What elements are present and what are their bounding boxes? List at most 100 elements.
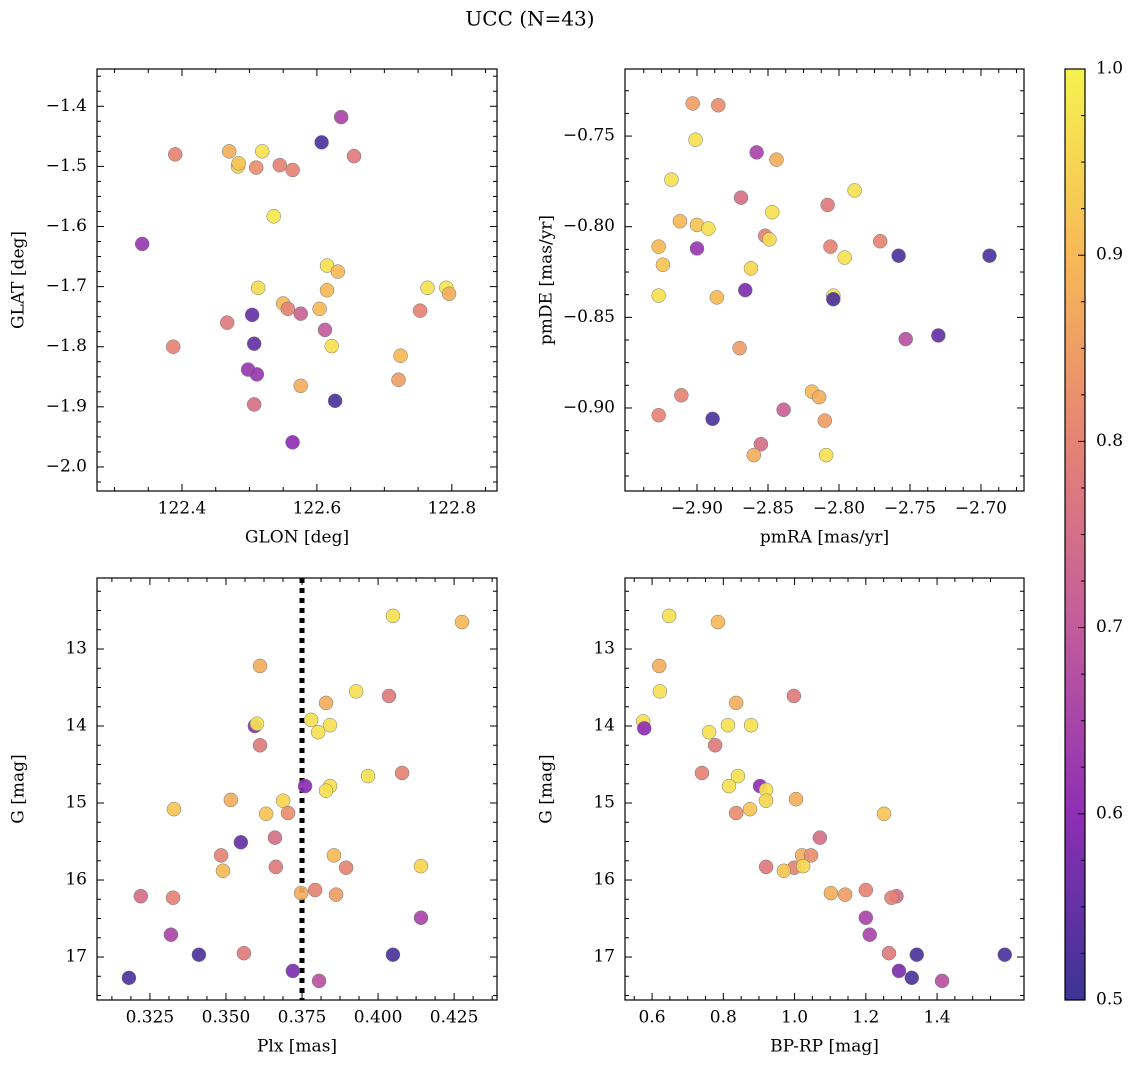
x-tick-label: 122.8 xyxy=(427,499,476,519)
star-point xyxy=(249,716,265,731)
x-axis-label: BP-RP [mag] xyxy=(770,1037,879,1057)
star-point xyxy=(272,157,288,173)
y-axis-label: pmDE [mas/yr] xyxy=(537,215,557,345)
star-point xyxy=(252,738,268,753)
star-point xyxy=(293,378,308,394)
star-point xyxy=(166,801,182,817)
x-tick-label: 0.325 xyxy=(126,1008,175,1028)
star-point xyxy=(689,241,705,256)
star-point xyxy=(348,684,364,699)
star-point xyxy=(454,614,470,630)
star-point xyxy=(394,765,410,781)
x-tick-label: 1.2 xyxy=(852,1008,879,1028)
star-point xyxy=(324,338,339,354)
star-point xyxy=(255,144,270,159)
star-point xyxy=(709,290,725,305)
star-point xyxy=(858,910,874,926)
star-point xyxy=(931,328,946,343)
x-tick-label: 1.4 xyxy=(924,1008,951,1028)
star-point xyxy=(788,791,804,807)
star-point xyxy=(743,717,759,733)
star-point xyxy=(651,239,666,254)
star-point xyxy=(685,96,700,111)
colorbar-tick-label: 0.8 xyxy=(1096,431,1123,451)
y-tick-label: 15 xyxy=(593,793,615,813)
star-point xyxy=(285,162,300,178)
star-point xyxy=(664,172,679,187)
star-point xyxy=(333,109,349,125)
star-point xyxy=(163,927,179,942)
star-point xyxy=(223,792,239,808)
star-point xyxy=(252,658,268,674)
x-tick-label: 0.375 xyxy=(278,1008,327,1028)
star-point xyxy=(688,132,703,147)
star-point xyxy=(661,608,677,624)
star-point xyxy=(310,724,326,740)
star-point xyxy=(823,885,839,901)
x-tick-label: −2.80 xyxy=(813,499,865,519)
star-point xyxy=(674,388,689,403)
y-tick-label: 16 xyxy=(593,870,615,890)
x-axis-label: GLON [deg] xyxy=(245,528,349,548)
star-point xyxy=(786,688,802,704)
star-point xyxy=(743,261,759,276)
y-tick-label: −1.7 xyxy=(46,276,87,296)
star-point xyxy=(244,307,260,323)
star-point xyxy=(381,688,397,704)
y-axis-label: G [mag] xyxy=(537,754,557,823)
star-point xyxy=(753,436,769,452)
star-point xyxy=(267,830,283,845)
star-point xyxy=(720,717,736,733)
star-point xyxy=(891,248,906,263)
star-point xyxy=(705,411,720,427)
star-point xyxy=(707,738,723,753)
y-tick-label: 14 xyxy=(593,716,615,736)
star-point xyxy=(732,340,747,356)
star-point xyxy=(803,848,819,863)
star-point xyxy=(346,148,362,164)
axes-frame xyxy=(96,577,498,1001)
star-point xyxy=(219,315,235,330)
star-point xyxy=(758,859,774,875)
star-point xyxy=(982,248,997,263)
colorbar-tick-label: 0.6 xyxy=(1096,803,1123,823)
star-point xyxy=(285,963,301,979)
star-point xyxy=(694,765,710,781)
star-point xyxy=(818,447,834,463)
star-point xyxy=(338,860,354,875)
star-point xyxy=(837,887,853,902)
y-tick-label: −0.90 xyxy=(563,397,615,417)
star-point xyxy=(651,658,667,674)
star-point xyxy=(213,848,229,863)
x-axis-label: pmRA [mas/yr] xyxy=(760,528,889,548)
star-point xyxy=(246,397,262,412)
star-point xyxy=(303,712,319,728)
star-point xyxy=(250,280,266,296)
star-point xyxy=(742,801,758,817)
star-point xyxy=(360,768,376,784)
star-point xyxy=(847,183,862,198)
star-point xyxy=(749,145,764,160)
star-point xyxy=(728,805,744,821)
star-point xyxy=(701,724,717,740)
star-point xyxy=(413,910,429,926)
star-point xyxy=(268,859,284,875)
star-point xyxy=(769,152,784,167)
star-point xyxy=(412,303,428,318)
star-point xyxy=(280,301,296,317)
y-tick-label: −0.85 xyxy=(563,307,615,327)
star-point xyxy=(221,144,237,159)
star-point xyxy=(280,805,296,821)
star-point xyxy=(311,973,327,989)
x-tick-label: −2.70 xyxy=(955,499,1007,519)
star-point xyxy=(721,778,737,794)
star-point xyxy=(904,970,920,986)
star-point xyxy=(328,887,344,902)
star-point xyxy=(862,927,877,942)
star-point xyxy=(746,447,762,463)
x-tick-label: 122.4 xyxy=(158,499,207,519)
y-tick-label: −2.0 xyxy=(46,456,87,476)
y-tick-label: −1.6 xyxy=(46,216,87,236)
star-point xyxy=(297,778,313,794)
x-tick-label: 0.350 xyxy=(202,1008,251,1028)
